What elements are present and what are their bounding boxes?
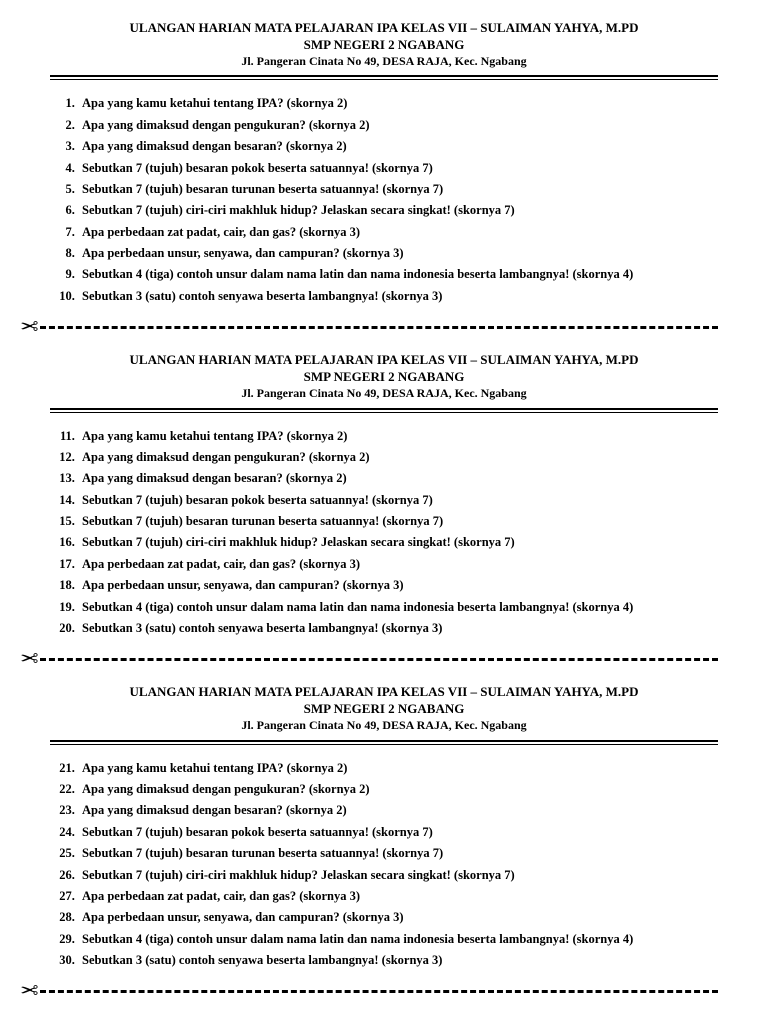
double-rule [50,740,718,745]
question-item: Sebutkan 7 (tujuh) ciri-ciri makhluk hid… [78,866,718,885]
cut-line: ✂ [20,316,718,338]
question-item: Apa perbedaan zat padat, cair, dan gas? … [78,555,718,574]
question-item: Apa perbedaan zat padat, cair, dan gas? … [78,223,718,242]
scissors-icon: ✂ [20,980,38,1002]
header-block: ULANGAN HARIAN MATA PELAJARAN IPA KELAS … [50,20,718,69]
question-list: Apa yang kamu ketahui tentang IPA? (skor… [50,759,718,971]
question-item: Apa yang dimaksud dengan pengukuran? (sk… [78,116,718,135]
question-item: Apa yang dimaksud dengan pengukuran? (sk… [78,780,718,799]
question-item: Sebutkan 7 (tujuh) ciri-ciri makhluk hid… [78,201,718,220]
quiz-section-3: ULANGAN HARIAN MATA PELAJARAN IPA KELAS … [50,684,718,1002]
question-item: Apa perbedaan unsur, senyawa, dan campur… [78,244,718,263]
quiz-section-1: ULANGAN HARIAN MATA PELAJARAN IPA KELAS … [50,20,718,338]
dash-line [40,326,718,329]
question-item: Apa yang dimaksud dengan besaran? (skorn… [78,469,718,488]
double-rule [50,408,718,413]
header-block: ULANGAN HARIAN MATA PELAJARAN IPA KELAS … [50,352,718,401]
question-list: Apa yang kamu ketahui tentang IPA? (skor… [50,94,718,306]
question-item: Sebutkan 4 (tiga) contoh unsur dalam nam… [78,598,718,617]
question-item: Sebutkan 7 (tujuh) besaran turunan beser… [78,512,718,531]
question-item: Sebutkan 4 (tiga) contoh unsur dalam nam… [78,930,718,949]
header-title: ULANGAN HARIAN MATA PELAJARAN IPA KELAS … [50,352,718,369]
question-item: Sebutkan 7 (tujuh) besaran turunan beser… [78,844,718,863]
question-item: Apa yang kamu ketahui tentang IPA? (skor… [78,759,718,778]
question-item: Apa yang dimaksud dengan besaran? (skorn… [78,137,718,156]
dash-line [40,658,718,661]
question-item: Apa yang kamu ketahui tentang IPA? (skor… [78,427,718,446]
double-rule [50,75,718,80]
header-school: SMP NEGERI 2 NGABANG [50,37,718,54]
question-item: Apa yang dimaksud dengan pengukuran? (sk… [78,448,718,467]
scissors-icon: ✂ [20,316,38,338]
question-list: Apa yang kamu ketahui tentang IPA? (skor… [50,427,718,639]
question-item: Sebutkan 7 (tujuh) besaran turunan beser… [78,180,718,199]
header-address: Jl. Pangeran Cinata No 49, DESA RAJA, Ke… [50,54,718,70]
question-item: Apa perbedaan unsur, senyawa, dan campur… [78,908,718,927]
header-address: Jl. Pangeran Cinata No 49, DESA RAJA, Ke… [50,718,718,734]
header-address: Jl. Pangeran Cinata No 49, DESA RAJA, Ke… [50,386,718,402]
document-page: ULANGAN HARIAN MATA PELAJARAN IPA KELAS … [0,0,768,1002]
header-school: SMP NEGERI 2 NGABANG [50,701,718,718]
question-item: Sebutkan 4 (tiga) contoh unsur dalam nam… [78,265,718,284]
question-item: Sebutkan 7 (tujuh) besaran pokok beserta… [78,491,718,510]
header-title: ULANGAN HARIAN MATA PELAJARAN IPA KELAS … [50,20,718,37]
question-item: Sebutkan 3 (satu) contoh senyawa beserta… [78,951,718,970]
question-item: Sebutkan 7 (tujuh) ciri-ciri makhluk hid… [78,533,718,552]
question-item: Apa perbedaan unsur, senyawa, dan campur… [78,576,718,595]
cut-line: ✂ [20,648,718,670]
header-school: SMP NEGERI 2 NGABANG [50,369,718,386]
question-item: Apa perbedaan zat padat, cair, dan gas? … [78,887,718,906]
scissors-icon: ✂ [20,648,38,670]
question-item: Apa yang kamu ketahui tentang IPA? (skor… [78,94,718,113]
quiz-section-2: ULANGAN HARIAN MATA PELAJARAN IPA KELAS … [50,352,718,670]
question-item: Sebutkan 3 (satu) contoh senyawa beserta… [78,619,718,638]
question-item: Sebutkan 7 (tujuh) besaran pokok beserta… [78,823,718,842]
cut-line: ✂ [20,980,718,1002]
question-item: Sebutkan 3 (satu) contoh senyawa beserta… [78,287,718,306]
dash-line [40,990,718,993]
header-block: ULANGAN HARIAN MATA PELAJARAN IPA KELAS … [50,684,718,733]
header-title: ULANGAN HARIAN MATA PELAJARAN IPA KELAS … [50,684,718,701]
question-item: Apa yang dimaksud dengan besaran? (skorn… [78,801,718,820]
question-item: Sebutkan 7 (tujuh) besaran pokok beserta… [78,159,718,178]
